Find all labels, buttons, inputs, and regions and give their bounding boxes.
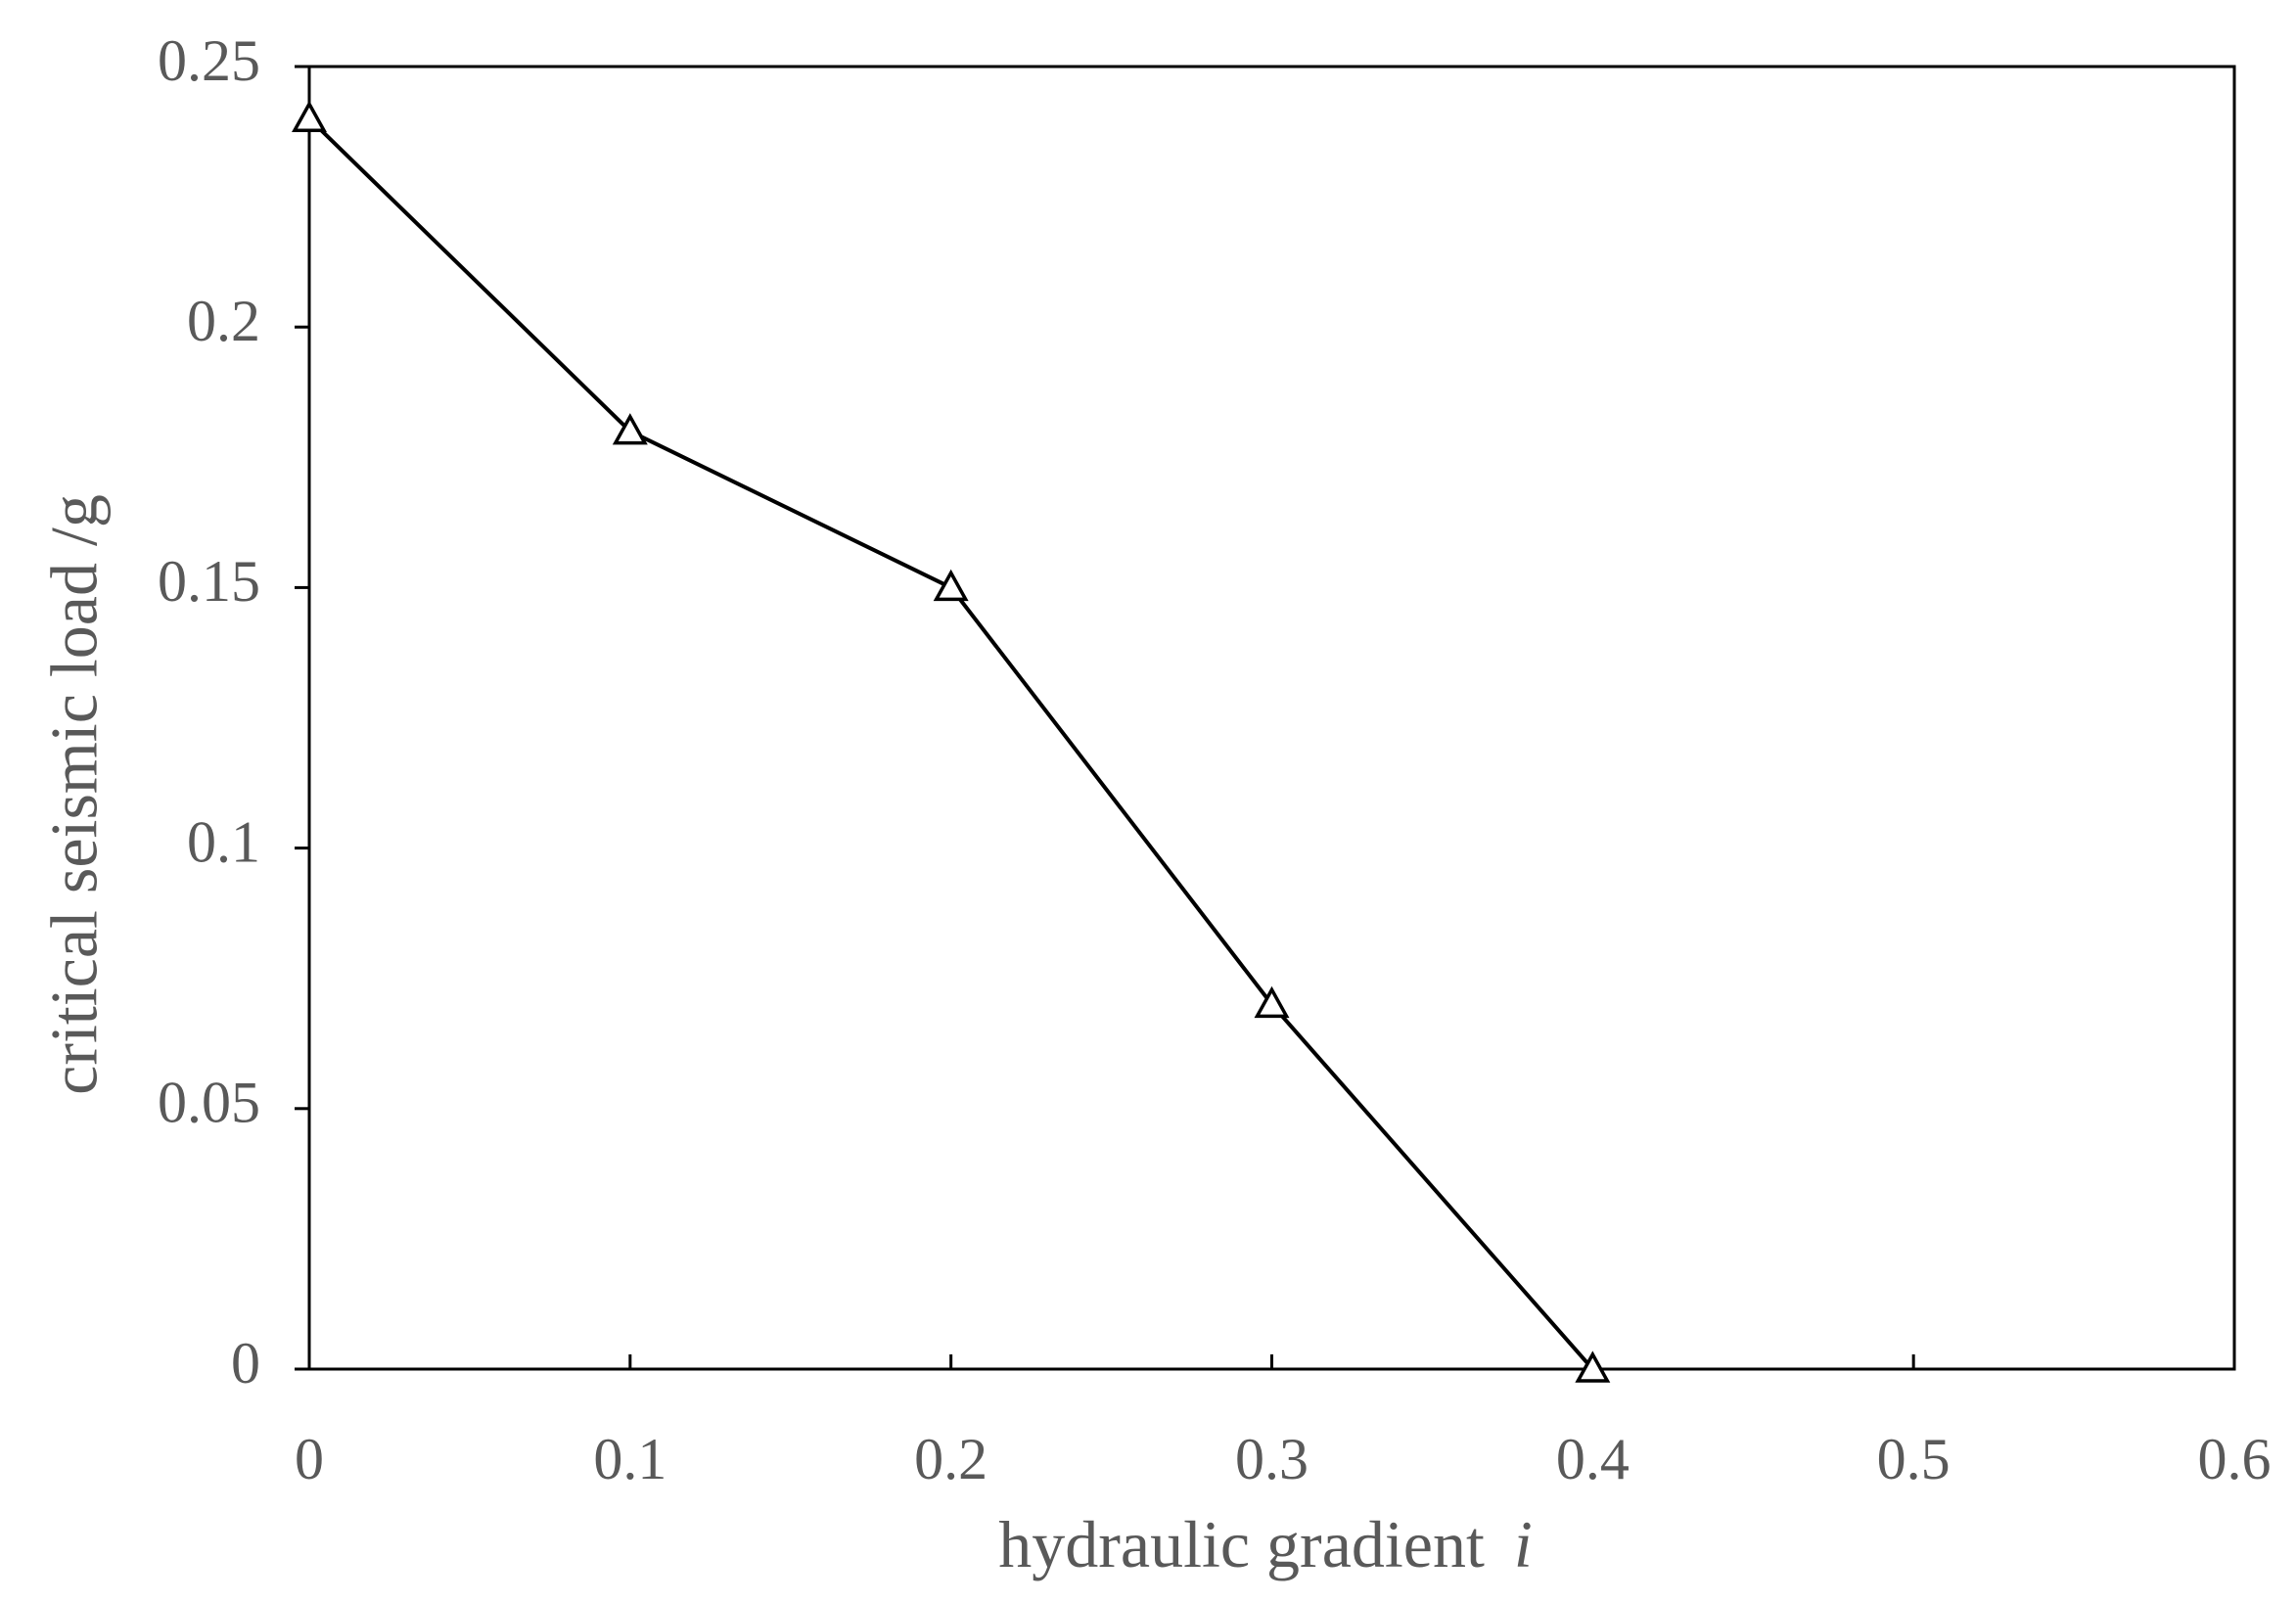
x-tick-label: 0.3 (1235, 1427, 1309, 1491)
triangle-marker (1575, 1350, 1611, 1383)
x-tick-label: 0.5 (1877, 1427, 1951, 1491)
y-tick-label: 0 (231, 1331, 260, 1396)
y-tick-label: 0.05 (158, 1071, 260, 1135)
triangle-marker (292, 100, 327, 132)
x-tick-label: 0.2 (914, 1427, 987, 1491)
y-axis-label: critical seismic load /g (37, 494, 112, 1095)
y-tick-label: 0.1 (187, 809, 260, 874)
y-tick-label: 0.2 (187, 289, 260, 353)
y-tick-label: 0.15 (158, 549, 260, 614)
triangle-marker (1254, 985, 1290, 1019)
x-tick-label: 0.4 (1556, 1427, 1630, 1491)
triangle-marker (612, 413, 648, 445)
x-tick-label: 0.1 (593, 1427, 666, 1491)
plot-frame (307, 65, 2236, 1371)
x-axis-symbol: i (1514, 1507, 1533, 1581)
triangle-marker (933, 569, 969, 602)
x-tick-label: 0.6 (2198, 1427, 2272, 1491)
x-axis-label: hydraulic gradient i (998, 1507, 1533, 1581)
data-line (307, 116, 1594, 1371)
x-tick-label: 0 (295, 1427, 324, 1491)
y-tick-label: 0.25 (158, 28, 260, 93)
x-axis-label-text: hydraulic gradient (998, 1507, 1485, 1581)
